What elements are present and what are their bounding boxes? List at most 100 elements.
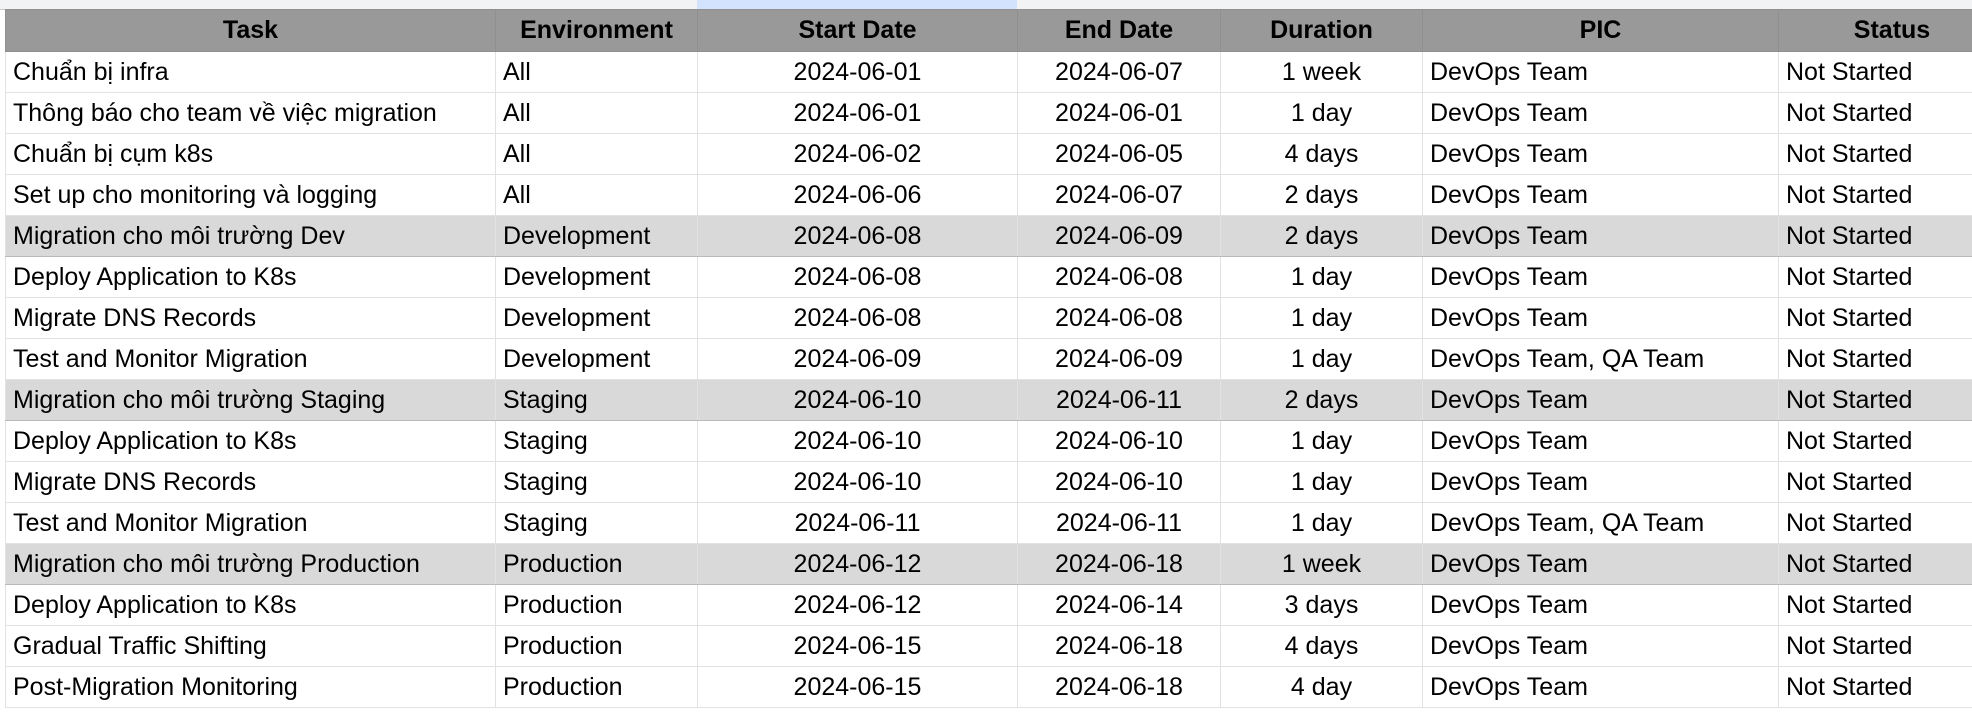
cell-environment[interactable]: Staging [495,461,698,503]
cell-pic[interactable]: DevOps Team, QA Team [1422,338,1779,380]
cell-task[interactable]: Gradual Traffic Shifting [5,625,496,667]
cell-duration[interactable]: 2 days [1220,215,1423,257]
cell-environment[interactable]: Staging [495,420,698,462]
cell-end-date[interactable]: 2024-06-09 [1017,338,1221,380]
cell-duration[interactable]: 1 day [1220,461,1423,503]
cell-start-date[interactable]: 2024-06-10 [697,379,1018,421]
cell-end-date[interactable]: 2024-06-07 [1017,51,1221,93]
cell-duration[interactable]: 4 days [1220,133,1423,175]
cell-pic[interactable]: DevOps Team [1422,625,1779,667]
cell-duration[interactable]: 1 day [1220,92,1423,134]
cell-start-date[interactable]: 2024-06-01 [697,92,1018,134]
cell-task[interactable]: Test and Monitor Migration [5,338,496,380]
cell-status[interactable]: Not Started [1778,379,1972,421]
cell-status[interactable]: Not Started [1778,215,1972,257]
cell-status[interactable]: Not Started [1778,625,1972,667]
cell-duration[interactable]: 4 day [1220,666,1423,708]
cell-status[interactable]: Not Started [1778,51,1972,93]
cell-pic[interactable]: DevOps Team [1422,92,1779,134]
cell-pic[interactable]: DevOps Team [1422,256,1779,298]
header-end-date[interactable]: End Date [1017,9,1221,52]
cell-environment[interactable]: Production [495,543,698,585]
cell-duration[interactable]: 4 days [1220,625,1423,667]
cell-start-date[interactable]: 2024-06-06 [697,174,1018,216]
cell-duration[interactable]: 1 day [1220,256,1423,298]
header-pic[interactable]: PIC [1422,9,1779,52]
cell-start-date[interactable]: 2024-06-01 [697,51,1018,93]
cell-end-date[interactable]: 2024-06-18 [1017,666,1221,708]
cell-status[interactable]: Not Started [1778,584,1972,626]
cell-task[interactable]: Test and Monitor Migration [5,502,496,544]
cell-status[interactable]: Not Started [1778,461,1972,503]
cell-end-date[interactable]: 2024-06-11 [1017,379,1221,421]
cell-task[interactable]: Set up cho monitoring và logging [5,174,496,216]
cell-end-date[interactable]: 2024-06-07 [1017,174,1221,216]
cell-environment[interactable]: All [495,174,698,216]
cell-task[interactable]: Migrate DNS Records [5,297,496,339]
header-status[interactable]: Status [1778,9,1972,52]
cell-task[interactable]: Migration cho môi trường Staging [5,379,496,421]
cell-pic[interactable]: DevOps Team [1422,133,1779,175]
cell-environment[interactable]: Production [495,625,698,667]
cell-start-date[interactable]: 2024-06-08 [697,215,1018,257]
cell-environment[interactable]: Development [495,297,698,339]
cell-end-date[interactable]: 2024-06-08 [1017,256,1221,298]
cell-end-date[interactable]: 2024-06-14 [1017,584,1221,626]
cell-pic[interactable]: DevOps Team [1422,543,1779,585]
cell-pic[interactable]: DevOps Team [1422,666,1779,708]
cell-status[interactable]: Not Started [1778,256,1972,298]
cell-task[interactable]: Thông báo cho team về việc migration [5,92,496,134]
cell-status[interactable]: Not Started [1778,133,1972,175]
cell-environment[interactable]: Production [495,584,698,626]
cell-start-date[interactable]: 2024-06-15 [697,625,1018,667]
cell-status[interactable]: Not Started [1778,543,1972,585]
cell-task[interactable]: Post-Migration Monitoring [5,666,496,708]
cell-end-date[interactable]: 2024-06-10 [1017,461,1221,503]
cell-duration[interactable]: 2 days [1220,174,1423,216]
cell-end-date[interactable]: 2024-06-08 [1017,297,1221,339]
cell-pic[interactable]: DevOps Team [1422,215,1779,257]
cell-start-date[interactable]: 2024-06-09 [697,338,1018,380]
cell-task[interactable]: Chuẩn bị cụm k8s [5,133,496,175]
cell-environment[interactable]: Development [495,338,698,380]
cell-pic[interactable]: DevOps Team [1422,174,1779,216]
header-task[interactable]: Task [5,9,496,52]
cell-task[interactable]: Deploy Application to K8s [5,420,496,462]
cell-duration[interactable]: 1 day [1220,338,1423,380]
cell-duration[interactable]: 1 day [1220,502,1423,544]
cell-pic[interactable]: DevOps Team [1422,379,1779,421]
cell-duration[interactable]: 3 days [1220,584,1423,626]
cell-environment[interactable]: All [495,92,698,134]
cell-status[interactable]: Not Started [1778,297,1972,339]
cell-duration[interactable]: 1 week [1220,543,1423,585]
cell-start-date[interactable]: 2024-06-08 [697,256,1018,298]
cell-end-date[interactable]: 2024-06-01 [1017,92,1221,134]
cell-start-date[interactable]: 2024-06-10 [697,461,1018,503]
cell-pic[interactable]: DevOps Team [1422,297,1779,339]
cell-task[interactable]: Deploy Application to K8s [5,256,496,298]
cell-task[interactable]: Migration cho môi trường Dev [5,215,496,257]
cell-start-date[interactable]: 2024-06-08 [697,297,1018,339]
cell-pic[interactable]: DevOps Team [1422,461,1779,503]
cell-duration[interactable]: 1 day [1220,297,1423,339]
cell-pic[interactable]: DevOps Team [1422,51,1779,93]
cell-pic[interactable]: DevOps Team [1422,420,1779,462]
cell-task[interactable]: Deploy Application to K8s [5,584,496,626]
cell-environment[interactable]: Production [495,666,698,708]
cell-start-date[interactable]: 2024-06-12 [697,543,1018,585]
cell-status[interactable]: Not Started [1778,174,1972,216]
cell-end-date[interactable]: 2024-06-09 [1017,215,1221,257]
cell-duration[interactable]: 1 week [1220,51,1423,93]
cell-start-date[interactable]: 2024-06-12 [697,584,1018,626]
cell-status[interactable]: Not Started [1778,502,1972,544]
cell-environment[interactable]: All [495,133,698,175]
cell-start-date[interactable]: 2024-06-02 [697,133,1018,175]
header-duration[interactable]: Duration [1220,9,1423,52]
cell-start-date[interactable]: 2024-06-11 [697,502,1018,544]
cell-task[interactable]: Migration cho môi trường Production [5,543,496,585]
cell-start-date[interactable]: 2024-06-10 [697,420,1018,462]
header-environment[interactable]: Environment [495,9,698,52]
cell-environment[interactable]: Development [495,215,698,257]
cell-end-date[interactable]: 2024-06-10 [1017,420,1221,462]
cell-status[interactable]: Not Started [1778,338,1972,380]
